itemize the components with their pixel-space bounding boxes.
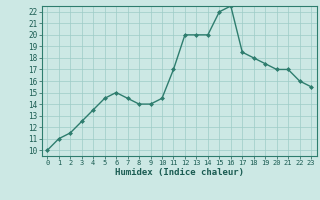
X-axis label: Humidex (Indice chaleur): Humidex (Indice chaleur) bbox=[115, 168, 244, 177]
